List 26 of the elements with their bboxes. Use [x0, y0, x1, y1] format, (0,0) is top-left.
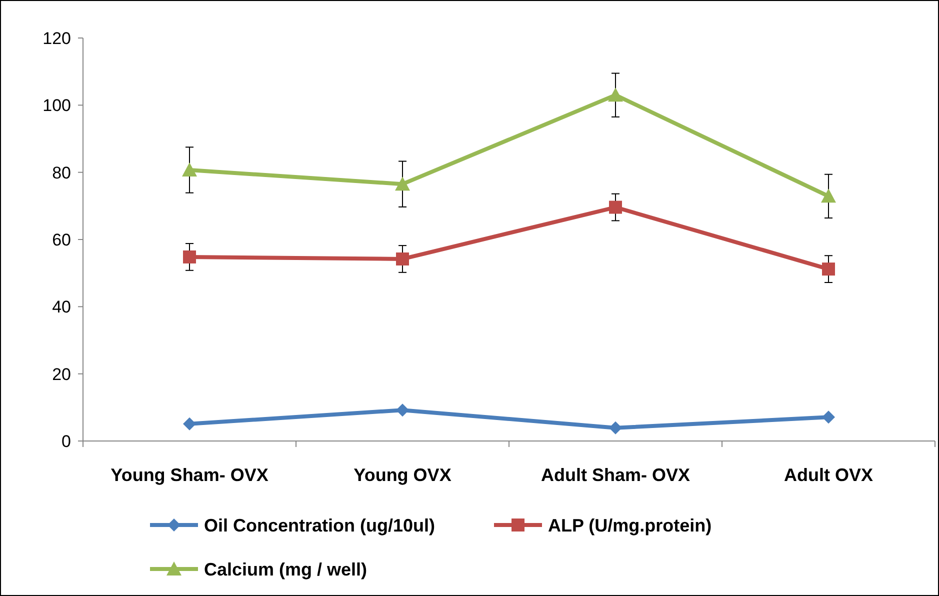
- y-tick-label: 80: [52, 163, 71, 182]
- point: [822, 410, 835, 424]
- y-tick-label: 0: [62, 432, 71, 451]
- point: [396, 404, 409, 417]
- point: [395, 176, 410, 191]
- x-tick-label: Young Sham- OVX: [110, 465, 268, 485]
- point: [609, 200, 622, 214]
- point: [608, 88, 623, 102]
- legend-label: ALP (U/mg.protein): [548, 515, 712, 536]
- y-tick-label: 20: [52, 364, 71, 384]
- x-tick-label: Adult OVX: [784, 465, 873, 485]
- point: [182, 162, 197, 176]
- point: [396, 252, 409, 266]
- x-tick-label: Adult Sham- OVX: [540, 465, 690, 485]
- legend-label: Oil Concentration (ug/10ul): [204, 515, 436, 536]
- y-tick-label: 120: [42, 28, 71, 48]
- point: [822, 262, 835, 276]
- point: [821, 188, 836, 203]
- y-tick-label: 100: [42, 96, 71, 116]
- y-tick-label: 60: [52, 230, 71, 250]
- y-tick-label: 40: [52, 298, 71, 317]
- legend-label: Calcium (mg / well): [204, 559, 368, 580]
- point: [183, 250, 196, 264]
- x-tick-label: Young OVX: [354, 465, 452, 485]
- point: [609, 421, 622, 434]
- point: [183, 417, 196, 430]
